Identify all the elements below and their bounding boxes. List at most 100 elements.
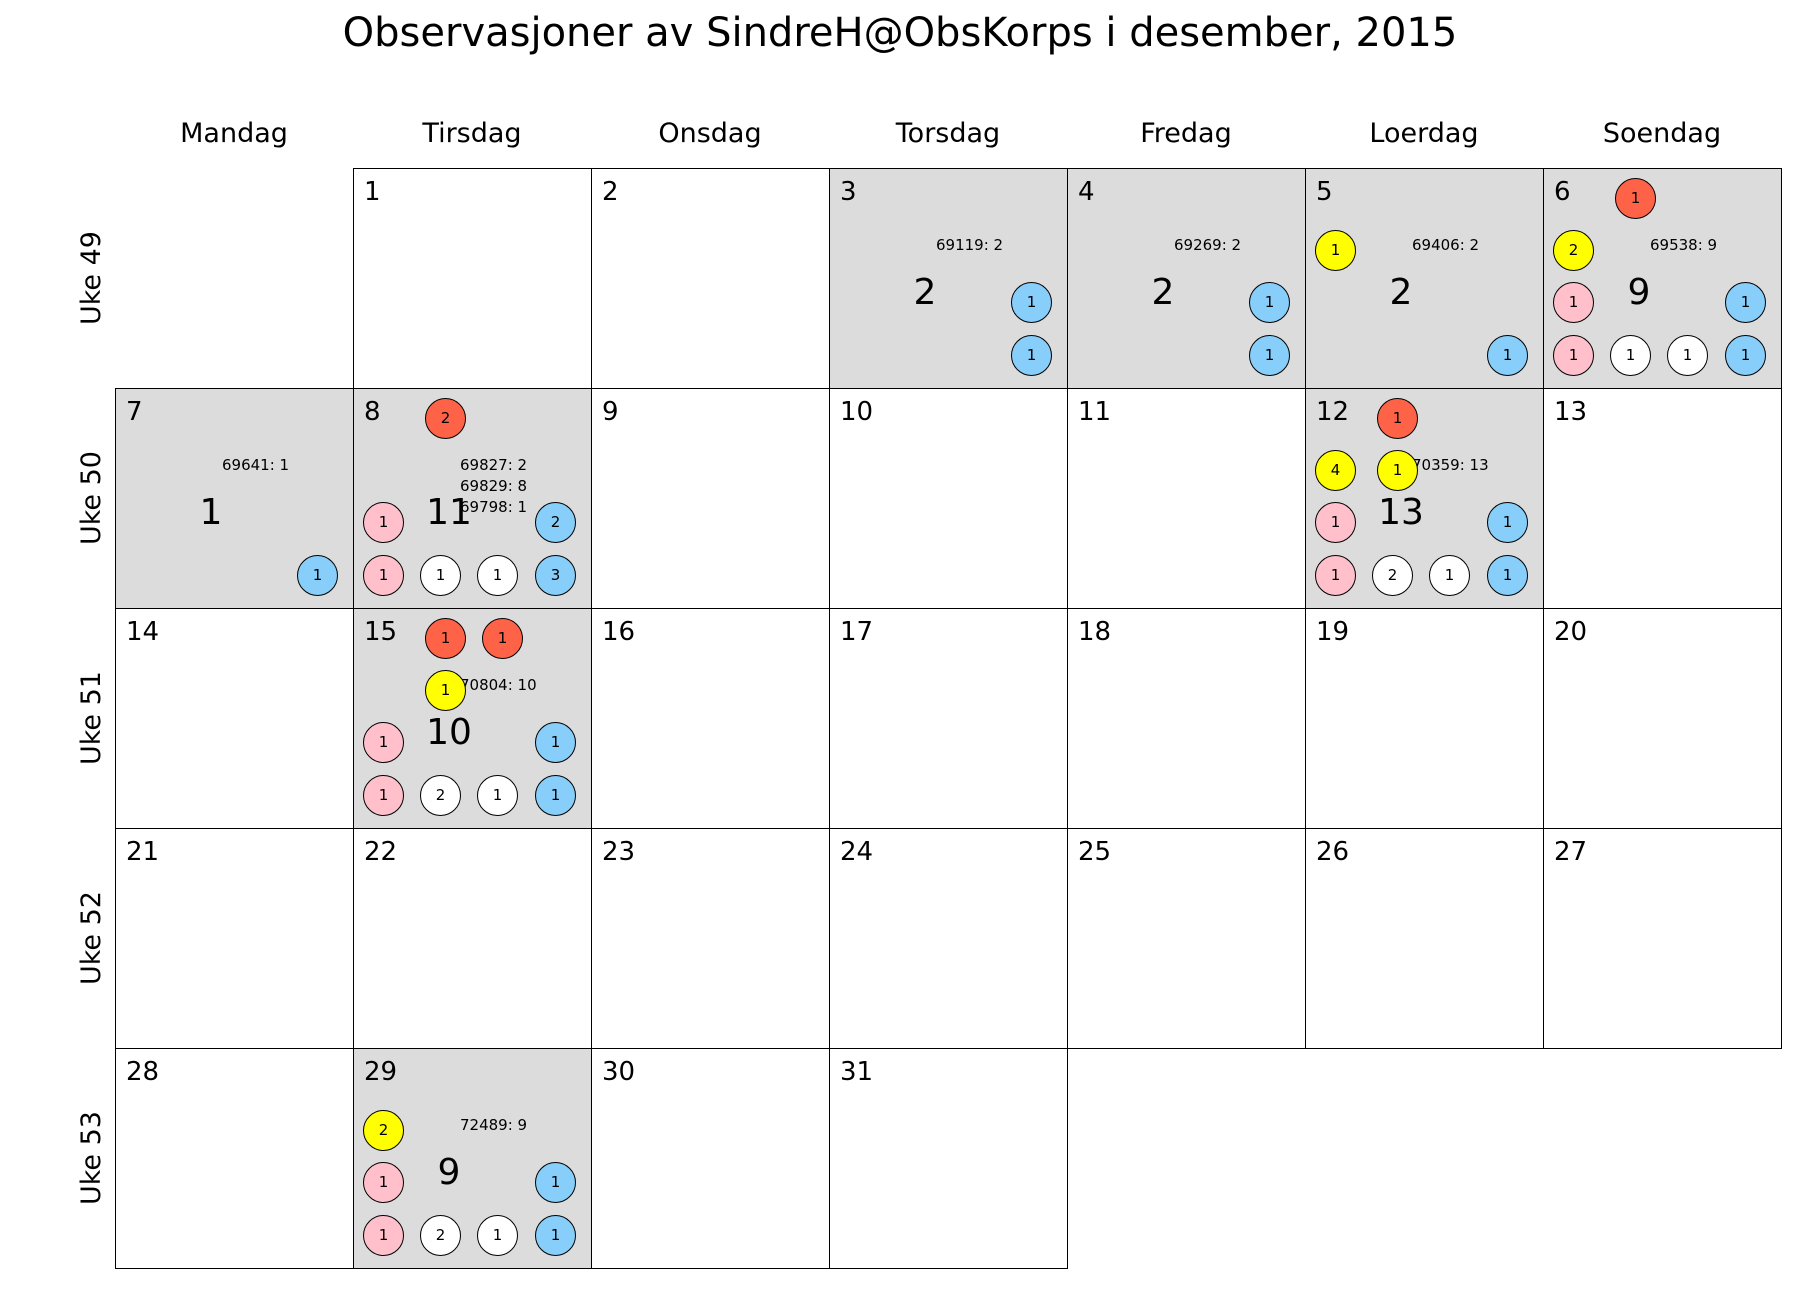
count-bubble-blue: 3: [535, 555, 576, 596]
day-cell[interactable]: 13: [1543, 388, 1782, 609]
day-cell[interactable]: 31: [829, 1048, 1068, 1269]
checklist-ids: 70359: 13: [1412, 455, 1489, 476]
count-bubble-white: 2: [1372, 555, 1413, 596]
day-cell[interactable]: 26: [1305, 828, 1544, 1049]
count-bubble-blue: 1: [1011, 335, 1052, 376]
checklist-ids: 69119: 2: [936, 235, 1003, 256]
day-number: 28: [126, 1057, 160, 1087]
day-cell[interactable]: 21: [115, 828, 354, 1049]
checklist-ids: 69538: 9: [1650, 235, 1717, 256]
count-bubble-pink: 1: [363, 775, 404, 816]
count-bubble-blue: 1: [535, 1215, 576, 1256]
checklist-entry: 69798: 1: [460, 498, 528, 516]
checklist-ids: 69406: 2: [1412, 235, 1479, 256]
day-number: 18: [1078, 617, 1112, 647]
day-number: 31: [840, 1057, 874, 1087]
day-total: 11: [426, 492, 472, 533]
count-bubble-white: 1: [420, 555, 461, 596]
count-bubble-blue: 1: [1487, 502, 1528, 543]
checklist-entry: 72489: 9: [460, 1116, 528, 1134]
day-number: 22: [364, 837, 398, 867]
day-cell-observed[interactable]: 12 70359: 13 13 1 4 1 1 1 1 2 1 1: [1305, 388, 1544, 609]
weekday-header: Mandag: [180, 118, 288, 149]
day-cell[interactable]: 19: [1305, 608, 1544, 829]
day-cell[interactable]: 10: [829, 388, 1068, 609]
checklist-entry: 70804: 10: [460, 676, 537, 694]
count-bubble-white: 1: [477, 775, 518, 816]
day-number: 30: [602, 1057, 636, 1087]
day-cell[interactable]: 17: [829, 608, 1068, 829]
checklist-entry: 69827: 2: [460, 456, 528, 474]
count-bubble-blue: 1: [535, 722, 576, 763]
day-cell-observed[interactable]: 3 69119: 2 2 1 1: [829, 168, 1068, 389]
day-number: 25: [1078, 837, 1112, 867]
day-total: 9: [1627, 272, 1651, 313]
week-label: Uke 49: [76, 231, 107, 325]
day-number: 13: [1554, 397, 1588, 427]
count-bubble-pink: 1: [363, 502, 404, 543]
day-number: 5: [1316, 177, 1333, 207]
week-label: Uke 50: [76, 451, 107, 545]
day-cell[interactable]: 11: [1067, 388, 1306, 609]
day-cell[interactable]: 23: [591, 828, 830, 1049]
day-number: 24: [840, 837, 874, 867]
day-total: 2: [913, 272, 937, 313]
day-number: 27: [1554, 837, 1588, 867]
count-bubble-blue: 1: [1249, 282, 1290, 323]
day-cell[interactable]: 25: [1067, 828, 1306, 1049]
day-number: 8: [364, 397, 381, 427]
count-bubble-blue: 1: [1249, 335, 1290, 376]
day-cell[interactable]: 27: [1543, 828, 1782, 1049]
day-number: 10: [840, 397, 874, 427]
day-number: 29: [364, 1057, 398, 1087]
count-bubble-blue: 1: [1011, 282, 1052, 323]
week-label: Uke 52: [76, 891, 107, 985]
count-bubble-red: 1: [425, 618, 466, 659]
day-number: 9: [602, 397, 619, 427]
count-bubble-white: 2: [420, 1215, 461, 1256]
weekday-header: Fredag: [1140, 118, 1232, 149]
day-cell[interactable]: 1: [353, 168, 592, 389]
count-bubble-white: 1: [477, 1215, 518, 1256]
checklist-entry: 70359: 13: [1412, 456, 1489, 474]
day-cell[interactable]: 24: [829, 828, 1068, 1049]
count-bubble-blue: 1: [297, 555, 338, 596]
checklist-ids: 69827: 2 69829: 8 69798: 1: [460, 455, 527, 518]
weekday-header: Tirsdag: [422, 118, 522, 149]
week-label: Uke 53: [76, 1111, 107, 1205]
day-cell[interactable]: 20: [1543, 608, 1782, 829]
count-bubble-yellow: 1: [425, 670, 466, 711]
count-bubble-yellow: 2: [363, 1110, 404, 1151]
day-cell[interactable]: 22: [353, 828, 592, 1049]
day-number: 7: [126, 397, 143, 427]
day-cell-observed[interactable]: 8 69827: 2 69829: 8 69798: 1 11 2 1 2 1 1 1 3: [353, 388, 592, 609]
day-total: 13: [1378, 492, 1424, 533]
day-number: 26: [1316, 837, 1350, 867]
count-bubble-white: 1: [477, 555, 518, 596]
day-cell-observed[interactable]: 7 69641: 1 1 1: [115, 388, 354, 609]
day-total: 9: [437, 1152, 461, 1193]
day-cell[interactable]: 18: [1067, 608, 1306, 829]
weekday-header: Onsdag: [658, 118, 762, 149]
count-bubble-blue: 1: [535, 775, 576, 816]
count-bubble-white: 1: [1610, 335, 1651, 376]
day-cell-observed[interactable]: 4 69269: 2 2 1 1: [1067, 168, 1306, 389]
day-cell[interactable]: 2: [591, 168, 830, 389]
day-cell[interactable]: 16: [591, 608, 830, 829]
count-bubble-blue: 2: [535, 502, 576, 543]
day-number: 21: [126, 837, 160, 867]
day-cell[interactable]: 30: [591, 1048, 830, 1269]
day-cell[interactable]: 14: [115, 608, 354, 829]
day-cell[interactable]: 9: [591, 388, 830, 609]
count-bubble-yellow: 4: [1315, 450, 1356, 491]
count-bubble-blue: 1: [1725, 282, 1766, 323]
day-number: 17: [840, 617, 874, 647]
count-bubble-pink: 1: [363, 1215, 404, 1256]
count-bubble-white: 1: [1429, 555, 1470, 596]
day-cell[interactable]: 28: [115, 1048, 354, 1269]
weekday-header: Loerdag: [1369, 118, 1479, 149]
day-cell-observed[interactable]: 15 70804: 10 10 1 1 1 1 1 1 2 1 1: [353, 608, 592, 829]
